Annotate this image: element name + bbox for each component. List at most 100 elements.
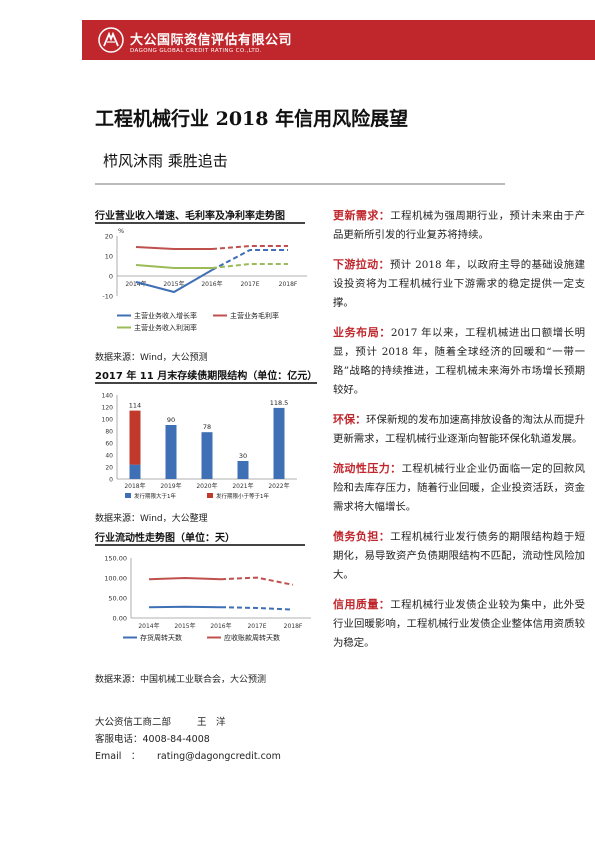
email-row: Email ： rating@dagongcredit.com: [95, 748, 281, 765]
key-point: 下游拉动：预计 2018 年，以政府主导的基础设施建设投资将为工程机械行业下游需…: [333, 255, 585, 313]
unit-label: %: [118, 227, 124, 235]
bar: [237, 461, 249, 479]
dept-name: 大公资信工商二部: [95, 717, 172, 728]
page-header: 大公国际资信评估有限公司 DAGONG GLOBAL CREDIT RATING…: [0, 0, 595, 68]
y-tick-label: 20: [105, 465, 113, 472]
key-point: 环保：环保新规的发布加速高排放设备的淘汰从而提升更新需求，工程机械行业逐渐向智能…: [333, 410, 585, 449]
key-point-label: 债务负担：: [333, 530, 391, 543]
data-label: 118.5: [270, 399, 289, 407]
contact-footer: 大公资信工商二部 王 洋 客服电话：4008-84-4008 Email ： rat…: [95, 714, 281, 765]
key-point: 业务布局：2017 年以来，工程机械进出口额增长明显，预计 2018 年，随着全…: [333, 323, 585, 400]
analyst-name: 王 洋: [197, 717, 226, 728]
report-title: 工程机械行业 2018 年信用风险展望: [95, 108, 409, 130]
series-line-forecast: [211, 245, 288, 250]
y-tick-label: 0.00: [113, 615, 127, 623]
x-tick-label: 2015年: [163, 280, 184, 288]
key-point-label: 更新需求：: [333, 209, 391, 222]
legend-label: 发行期限小于等于1年: [216, 492, 269, 500]
series-line-forecast: [220, 606, 294, 611]
series-line-actual: [135, 246, 212, 250]
key-point: 更新需求：工程机械为强周期行业，预计未来由于产品更新所引发的行业复苏将持续。: [333, 206, 585, 245]
key-point: 流动性压力：工程机械行业企业仍面临一定的回款风险和去库存压力，随着行业回暖，企业…: [333, 459, 585, 517]
x-tick-label: 2022年: [268, 482, 289, 490]
y-tick-label: 80: [105, 429, 113, 436]
bar: [129, 410, 141, 465]
chart2-source: 数据来源：Wind，大公整理: [95, 514, 208, 524]
legend-label: 主营业务毛利率: [230, 311, 279, 320]
key-point-label: 流动性压力：: [333, 462, 402, 475]
x-tick-label: 2014年: [138, 622, 159, 630]
key-point-text: 工程机械行业发债企业较为集中，此外受行业回暖影响，工程机械行业发债企业整体信用资…: [333, 599, 585, 649]
data-label: 78: [203, 423, 211, 431]
key-point-text: 2017 年以来，工程机械进出口额增长明显，预计 2018 年，随着全球经济的回…: [333, 327, 586, 396]
key-point: 信用质量：工程机械行业发债企业较为集中，此外受行业回暖影响，工程机械行业发债企业…: [333, 595, 585, 653]
series-line-actual: [135, 269, 213, 294]
phone-number: 4008-84-4008: [142, 734, 210, 745]
y-tick-label: 20: [105, 233, 113, 241]
legend-swatch: [125, 493, 131, 498]
bar: [273, 407, 285, 479]
y-tick-label: 50.00: [108, 595, 127, 603]
company-name-en: DAGONG GLOBAL CREDIT RATING CO.,LTD.: [130, 48, 262, 54]
legend-swatch: [207, 493, 213, 498]
data-label: 114: [129, 402, 141, 410]
key-point-text: 工程机械行业企业仍面临一定的回款风险和去库存压力，随着行业回暖，企业投资活跃，资…: [333, 463, 586, 513]
key-point-text: 工程机械为强周期行业，预计未来由于产品更新所引发的行业复苏将持续。: [333, 210, 585, 241]
liquidity-chart: 150.00 100.00 50.00 0.00 2014年 2015年 2016年 2017…: [104, 555, 311, 642]
legend-label: 存货周转天数: [140, 633, 182, 642]
bar: [201, 432, 213, 479]
chart1-title: 行业营业收入增速、毛利率及净利率走势图: [95, 211, 285, 222]
series-line-forecast: [211, 249, 288, 271]
y-tick-label: 0: [109, 273, 113, 281]
dept-row: 大公资信工商二部 王 洋: [95, 714, 281, 731]
chart3-source: 数据来源：中国机械工业联合会，大公预测: [95, 675, 267, 685]
bar: [165, 425, 177, 479]
bond-maturity-chart: 140 120 100 80 60 40 20 0 114 2018年 90 2019年 78 2020年…: [102, 393, 297, 500]
key-point-label: 业务布局：: [333, 326, 391, 339]
series-line-forecast: [220, 576, 294, 586]
legend-label: 主营业务收入增长率: [134, 311, 197, 320]
legend-label: 主营业务收入利润率: [134, 323, 197, 332]
x-tick-label: 2016年: [210, 622, 231, 630]
chart1-source: 数据来源：Wind，大公预测: [95, 353, 208, 363]
phone-label: 客服电话：: [95, 734, 143, 745]
series-line-actual: [148, 576, 222, 581]
x-tick-label: 2021年: [232, 482, 253, 490]
chart1-title-rule: [95, 222, 305, 224]
data-label: 30: [239, 452, 247, 460]
key-point-text: 环保新规的发布加速高排放设备的淘汰从而提升更新需求，工程机械行业逐渐向智能环保化…: [333, 414, 586, 445]
key-point: 债务负担：工程机械行业发行债务的期限结构趋于短期化，易导致资产负债期限结构不匹配…: [333, 527, 585, 585]
y-tick-label: 120: [102, 405, 114, 412]
key-point-label: 下游拉动：: [333, 258, 390, 271]
series-line-forecast: [211, 263, 288, 269]
key-point-text: 预计 2018 年，以政府主导的基础设施建设投资将为工程机械行业下游需求的稳定提…: [333, 259, 585, 309]
x-tick-label: 2016年: [201, 280, 222, 288]
y-tick-label: 100: [102, 417, 114, 424]
data-label: 90: [167, 416, 175, 424]
key-point-label: 环保：: [333, 413, 367, 426]
y-tick-label: 0: [109, 477, 113, 484]
title-divider: [95, 183, 505, 185]
report-subtitle: 栉风沐雨 乘胜追击: [103, 152, 228, 170]
x-tick-label: 2017E: [240, 281, 259, 288]
x-tick-label: 2018年: [124, 482, 145, 490]
chart3-title: 行业流动性走势图（单位：天）: [95, 533, 235, 544]
x-tick-label: 2018F: [284, 623, 303, 630]
bar: [129, 464, 141, 479]
y-tick-label: 150.00: [104, 555, 127, 563]
x-tick-label: 2017E: [247, 623, 266, 630]
key-point-label: 信用质量：: [333, 598, 391, 611]
legend-label: 发行期限大于1年: [134, 492, 176, 500]
x-tick-label: 2014年: [125, 280, 146, 288]
legend-label: 应收账款周转天数: [224, 633, 280, 642]
key-point-text: 工程机械行业发行债务的期限结构趋于短期化，易导致资产负债期限结构不匹配，流动性风…: [333, 531, 585, 581]
chart2-title: 2017 年 11 月末存续债期限结构（单位：亿元）: [95, 371, 318, 382]
email-link[interactable]: rating@dagongcredit.com: [157, 751, 281, 762]
dagong-logo-icon: [98, 27, 124, 53]
series-line-actual: [135, 264, 212, 269]
y-tick-label: 60: [105, 441, 113, 448]
y-tick-label: 100.00: [104, 575, 127, 583]
chart2-title-rule: [95, 382, 317, 384]
y-tick-label: 40: [105, 453, 113, 460]
x-tick-label: 2019年: [160, 482, 181, 490]
